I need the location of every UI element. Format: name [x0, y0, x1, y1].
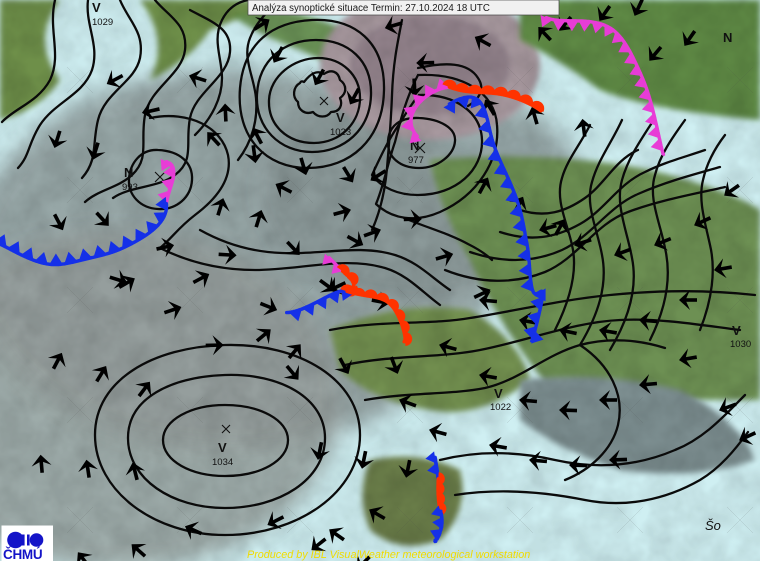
svg-text:V: V [732, 323, 741, 338]
svg-text:Produced by IBL VisualWeather: Produced by IBL VisualWeather meteorolog… [247, 549, 530, 561]
svg-text:N: N [124, 165, 133, 180]
svg-text:V: V [92, 0, 101, 15]
svg-text:V: V [336, 110, 345, 125]
svg-text:Analýza synoptické situace Ter: Analýza synoptické situace Termin: 27.10… [252, 3, 490, 14]
svg-text:1023: 1023 [330, 127, 351, 138]
svg-text:V: V [218, 440, 227, 455]
svg-text:1030: 1030 [730, 339, 751, 350]
svg-text:1034: 1034 [212, 457, 233, 468]
svg-text:993: 993 [122, 182, 138, 193]
svg-text:N: N [723, 30, 732, 45]
svg-text:V: V [494, 386, 503, 401]
svg-text:1029: 1029 [92, 17, 113, 28]
svg-text:977: 977 [408, 155, 424, 166]
svg-text:Šo: Šo [705, 518, 721, 533]
svg-text:1022: 1022 [490, 402, 511, 413]
svg-text:ČHMÚ: ČHMÚ [3, 547, 42, 561]
